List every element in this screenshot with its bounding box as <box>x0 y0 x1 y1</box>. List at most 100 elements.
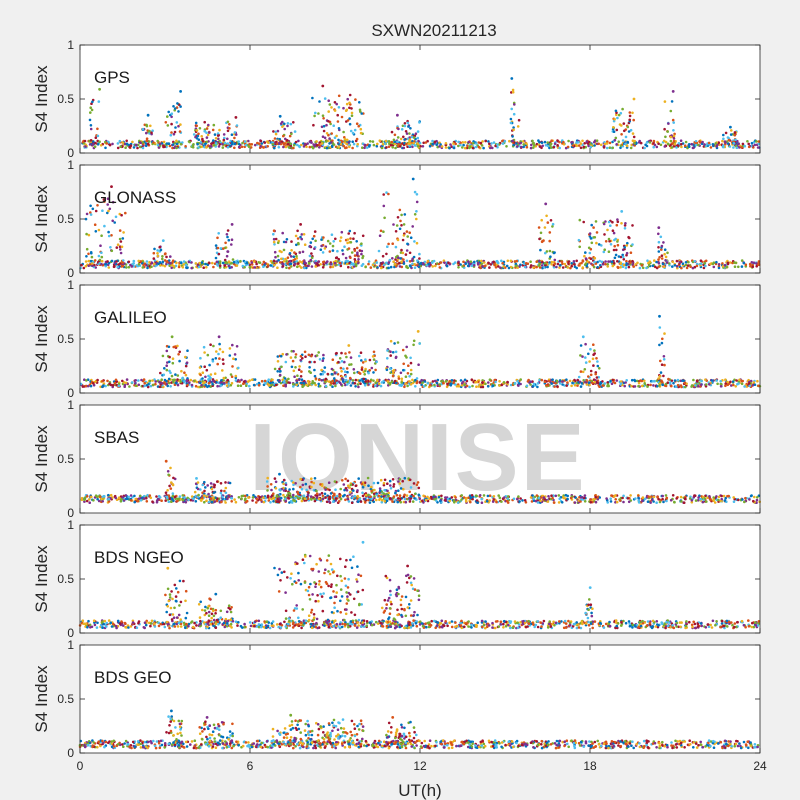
data-point <box>359 351 363 355</box>
data-point <box>393 379 397 383</box>
data-point <box>469 496 473 500</box>
data-point-peak <box>510 77 514 80</box>
data-point <box>151 129 154 132</box>
data-point <box>166 124 170 127</box>
data-point <box>237 366 240 370</box>
data-point <box>137 379 140 382</box>
data-point <box>682 501 686 505</box>
data-point <box>670 146 674 149</box>
data-point <box>425 264 429 267</box>
data-point <box>663 332 666 335</box>
data-point <box>206 133 210 137</box>
data-point <box>376 142 379 146</box>
data-point <box>267 141 270 144</box>
data-point <box>346 241 349 245</box>
data-point <box>546 265 549 269</box>
data-point <box>623 224 627 227</box>
data-point <box>390 130 394 134</box>
data-point <box>423 380 427 383</box>
data-point <box>214 137 218 140</box>
data-point <box>242 380 246 384</box>
data-point <box>158 385 162 389</box>
data-point <box>173 130 177 134</box>
data-point-peak <box>146 113 150 117</box>
data-point <box>327 133 330 137</box>
data-point <box>400 248 403 252</box>
data-point <box>404 382 407 386</box>
data-point <box>702 266 706 270</box>
data-point <box>88 263 92 266</box>
data-point <box>695 264 699 268</box>
data-point <box>350 501 354 505</box>
data-point <box>191 146 195 149</box>
data-point <box>660 257 664 260</box>
data-point <box>629 128 633 132</box>
data-point <box>314 261 317 265</box>
data-point <box>399 500 403 504</box>
data-point <box>211 360 215 363</box>
data-point <box>267 383 271 387</box>
data-point <box>331 385 334 389</box>
data-point <box>387 145 391 148</box>
data-point <box>721 139 724 143</box>
data-point <box>511 139 514 143</box>
data-point <box>506 383 509 386</box>
data-point <box>593 256 597 260</box>
data-point <box>691 266 695 270</box>
data-point <box>327 380 331 383</box>
data-point <box>164 121 168 124</box>
data-point <box>99 385 102 389</box>
data-point <box>292 369 296 373</box>
data-point <box>738 378 741 382</box>
data-point <box>700 379 703 383</box>
data-point <box>666 130 669 133</box>
data-point <box>753 495 756 499</box>
data-point <box>127 143 131 147</box>
data-point <box>411 262 414 266</box>
data-point <box>668 382 672 385</box>
data-point <box>375 144 379 148</box>
data-point <box>205 368 209 372</box>
data-point <box>553 258 557 262</box>
data-point <box>279 354 283 358</box>
data-point <box>312 123 315 127</box>
data-point <box>372 143 376 147</box>
data-point <box>403 124 407 128</box>
data-point <box>237 145 241 149</box>
data-point <box>212 379 215 383</box>
data-point <box>400 381 404 384</box>
data-point <box>318 141 322 144</box>
data-point <box>496 261 500 265</box>
data-point <box>349 241 353 244</box>
data-point <box>658 255 661 259</box>
data-point <box>637 381 641 385</box>
data-point <box>226 129 230 133</box>
data-point <box>416 145 420 148</box>
data-point <box>125 142 129 146</box>
data-point <box>303 350 307 354</box>
data-point <box>285 139 289 142</box>
data-point <box>463 383 467 387</box>
data-point <box>693 260 697 263</box>
data-point <box>757 140 761 143</box>
data-point <box>726 383 730 387</box>
data-point <box>513 260 517 263</box>
data-point <box>704 264 707 268</box>
data-point <box>673 264 677 267</box>
data-point <box>522 143 525 146</box>
data-point <box>172 380 175 384</box>
data-point <box>669 109 673 113</box>
data-point <box>249 146 253 149</box>
data-point <box>318 146 321 149</box>
data-point <box>183 371 186 375</box>
data-point <box>606 263 609 266</box>
data-point <box>540 240 544 244</box>
data-point <box>647 263 651 267</box>
data-point <box>556 262 560 266</box>
data-point <box>305 383 309 387</box>
data-point <box>170 115 173 119</box>
data-point <box>722 145 725 149</box>
data-point <box>260 379 264 383</box>
data-point <box>699 259 703 263</box>
